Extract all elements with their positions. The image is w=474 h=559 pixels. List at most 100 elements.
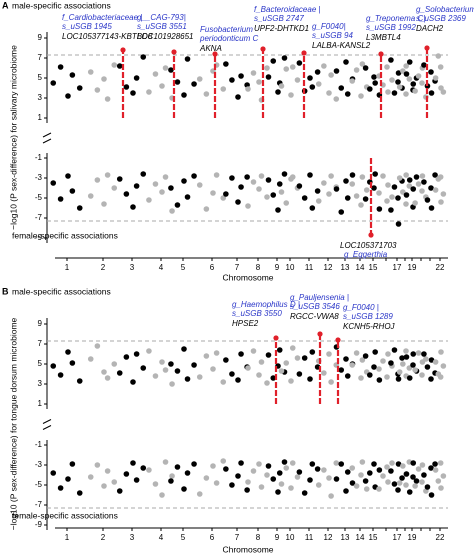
point: [410, 81, 417, 87]
point: [396, 369, 403, 375]
point: [256, 372, 262, 378]
point: [395, 487, 401, 493]
point: [423, 356, 429, 362]
point: [333, 476, 340, 482]
top-label: male-specific associations: [12, 286, 111, 296]
x-tick-label: 22: [436, 263, 445, 272]
point: [168, 478, 174, 484]
x-tick-label: 11: [305, 533, 314, 542]
x-tick-label: 10: [286, 533, 295, 542]
point: [333, 68, 340, 74]
point: [270, 375, 277, 381]
point: [338, 367, 345, 373]
y-axis-label: −log10 (P sex-difference) for salivary m…: [8, 45, 18, 230]
point: [438, 349, 444, 355]
point: [326, 191, 332, 197]
point: [296, 60, 303, 66]
point: [403, 471, 410, 477]
point: [438, 199, 444, 205]
point: [278, 481, 285, 487]
point: [437, 374, 444, 380]
point: [333, 186, 340, 192]
x-tick-label: 4: [159, 533, 164, 542]
y-tick-label: 7: [38, 339, 43, 348]
point: [235, 199, 241, 205]
point: [184, 376, 191, 382]
point: [321, 370, 327, 376]
point: [428, 90, 435, 96]
point: [371, 364, 377, 370]
point: [238, 460, 244, 466]
x-tick-label: 22: [436, 533, 445, 542]
point: [389, 77, 395, 83]
y2-tick-label: -1: [35, 440, 43, 449]
point: [415, 350, 422, 356]
point: [307, 172, 313, 178]
point: [367, 372, 373, 378]
point: [76, 378, 83, 384]
point: [384, 374, 390, 380]
point: [410, 186, 417, 192]
point: [349, 78, 356, 84]
x-tick-label: 10: [286, 263, 295, 272]
point: [321, 63, 327, 69]
point: [191, 173, 197, 179]
point: [229, 175, 235, 181]
point: [403, 91, 409, 97]
point: [363, 486, 370, 492]
point: [174, 464, 181, 470]
point: [362, 353, 369, 359]
x-tick-label: 12: [324, 263, 333, 272]
point: [359, 459, 366, 465]
point: [245, 203, 251, 209]
point: [415, 466, 422, 472]
point: [264, 65, 270, 71]
point: [400, 361, 406, 367]
x-tick-label: 19: [408, 533, 417, 542]
point: [181, 486, 187, 492]
axis-break: [42, 132, 52, 138]
point: [315, 198, 322, 204]
point: [57, 372, 64, 378]
taxon-label: g_Haemophilus D |: [232, 300, 300, 309]
x-tick-label: 14: [356, 533, 365, 542]
point: [213, 350, 220, 356]
y-tick-label: 5: [38, 73, 43, 82]
point: [424, 484, 431, 490]
point: [220, 195, 227, 201]
point: [57, 196, 64, 202]
point: [376, 206, 383, 212]
point: [419, 173, 426, 179]
point: [288, 378, 294, 384]
taxon-label: s_uSGB 2747: [254, 14, 304, 23]
point: [395, 376, 402, 382]
point: [111, 185, 118, 191]
x-tick-label: 15: [369, 533, 378, 542]
point: [421, 62, 427, 68]
gene-label: LOC105371703: [340, 241, 397, 250]
gene-label: LALBA-KANSL2: [312, 41, 371, 50]
point: [301, 195, 308, 201]
point: [372, 349, 378, 355]
point: [87, 69, 94, 75]
point: [238, 184, 244, 190]
point: [235, 94, 241, 100]
point: [328, 379, 334, 385]
point: [281, 459, 288, 465]
point: [276, 347, 283, 353]
gene-label: UPF2-DHTKD1: [254, 24, 309, 33]
point: [181, 92, 187, 98]
point: [362, 65, 369, 71]
point: [385, 351, 391, 357]
point: [391, 481, 398, 487]
point: [403, 348, 409, 354]
point: [250, 179, 257, 185]
taxon-label: s_uSGB 94: [312, 31, 353, 40]
point: [276, 181, 283, 187]
x-axis-label: Chromosome: [222, 544, 273, 554]
point: [245, 365, 251, 371]
point: [288, 485, 294, 491]
point: [359, 174, 366, 180]
point: [338, 461, 345, 467]
point: [235, 377, 241, 383]
